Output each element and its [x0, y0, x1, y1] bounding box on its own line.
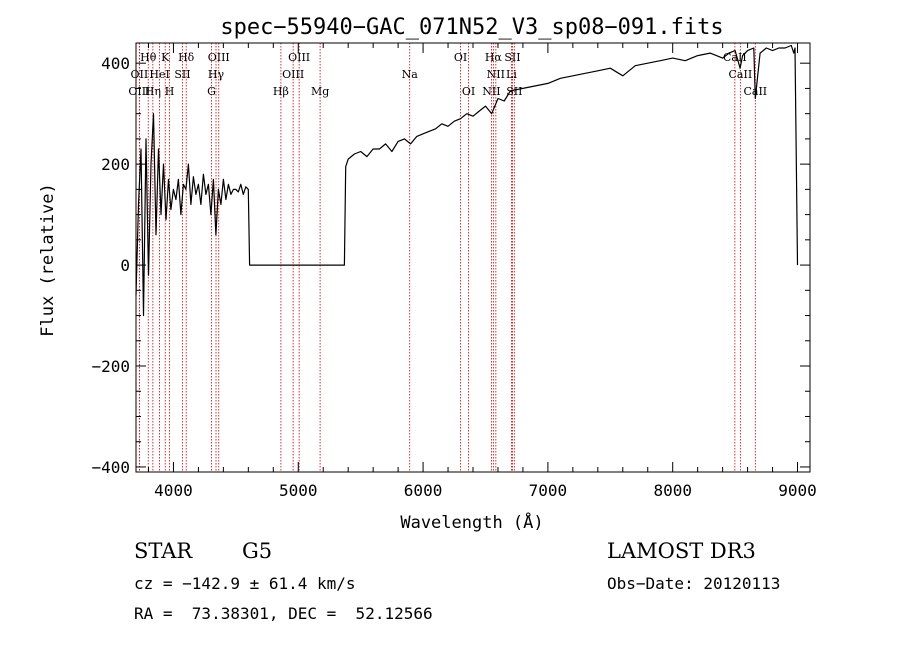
survey-name: LAMOST DR3 — [607, 539, 756, 563]
object-class: STAR — [134, 539, 193, 563]
spectral-line-label: G — [207, 85, 216, 98]
y-axis-ticks: −400 −200 0 200 400 — [91, 54, 810, 477]
y-tick-label: −400 — [91, 458, 130, 477]
plot-frame — [135, 42, 811, 473]
x-tick-label: 4000 — [154, 481, 193, 500]
ra-dec-coordinates: RA = 73.38301, DEC = 52.12566 — [134, 604, 433, 623]
y-tick-label: −200 — [91, 357, 130, 376]
spectral-line-label: Hη — [145, 85, 161, 98]
y-tick-label: 200 — [101, 155, 130, 174]
x-tick-label: 8000 — [653, 481, 692, 500]
spectral-line-label: Hα — [485, 51, 503, 64]
spectral-line-markers — [138, 43, 756, 472]
object-subclass: G5 — [242, 539, 273, 563]
spectral-line-label: Hβ — [273, 85, 289, 98]
spectral-line-label: K — [161, 51, 170, 64]
spectral-line-label: CaII — [723, 51, 747, 64]
spectral-line-labels: Hθ OII OIII K HeI Hη H SII Hδ OIII Hγ G OIII OIII Hβ Mg… — [128, 51, 767, 98]
spectral-line-label: OII — [131, 68, 149, 81]
redshift-cz: cz = −142.9 ± 61.4 km/s — [134, 574, 356, 593]
spectral-line-label: NII — [482, 85, 500, 98]
chart-title: spec−55940−GAC_071N52_V3_sp08−091.fits — [220, 15, 723, 40]
y-axis-label: Flux (relative) — [38, 183, 58, 337]
spectrum-series — [135, 44, 799, 317]
spectral-line-label: Li — [506, 68, 517, 81]
x-axis-ticks: 4000 5000 6000 7000 8000 9000 — [147, 43, 817, 500]
spectral-line-label: OIII — [128, 85, 150, 98]
observation-date: Obs−Date: 20120113 — [607, 574, 781, 593]
spectral-line-label: Mg — [311, 85, 329, 98]
spectral-line-label: OI — [462, 85, 475, 98]
x-tick-label: 9000 — [778, 481, 817, 500]
spectral-line-label: Na — [402, 68, 419, 81]
spectral-line-label: SII — [506, 85, 522, 98]
x-tick-label: 6000 — [404, 481, 443, 500]
y-tick-label: 0 — [120, 256, 130, 275]
spectral-line-label: CaII — [729, 68, 753, 81]
spectrum-line — [135, 44, 799, 317]
spectral-line-label: OIII — [288, 51, 310, 64]
spectral-line-label: OIII — [208, 51, 230, 64]
spectral-line-label: OIII — [282, 68, 304, 81]
spectral-line-label: OI — [454, 51, 467, 64]
x-tick-label: 5000 — [279, 481, 318, 500]
spectral-line-label: Hγ — [208, 68, 225, 81]
spectral-line-label: Hδ — [178, 51, 195, 64]
spectral-line-label: H — [165, 85, 175, 98]
spectral-line-label: HeI — [149, 68, 169, 81]
y-tick-label: 400 — [101, 54, 130, 73]
spectral-line-label: SII — [174, 68, 190, 81]
spectral-line-label: Hθ — [140, 51, 157, 64]
spectral-line-label: SII — [504, 51, 520, 64]
x-tick-label: 7000 — [529, 481, 568, 500]
spectral-line-label: NII — [487, 68, 505, 81]
x-axis-label: Wavelength (Å) — [400, 511, 543, 533]
plot-axes — [135, 42, 811, 473]
